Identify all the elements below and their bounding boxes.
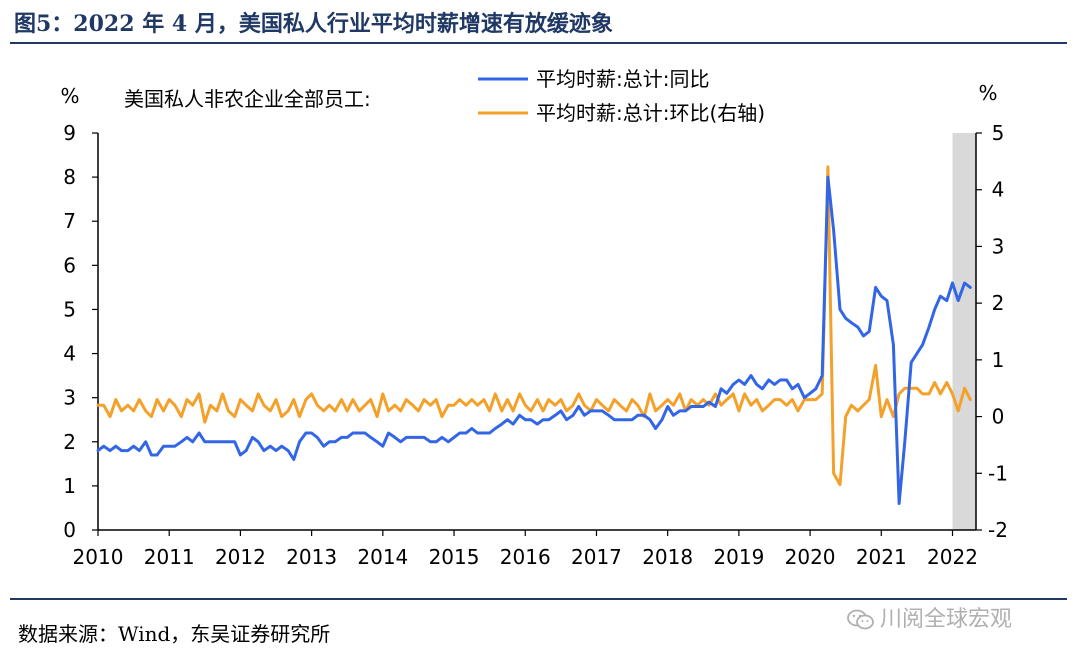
- watermark: 川阅全球宏观: [846, 601, 1012, 633]
- left-y-tick-label: 5: [63, 297, 76, 321]
- bottom-rule: [10, 598, 1067, 600]
- x-tick-label: 2015: [429, 545, 480, 569]
- left-y-tick-label: 3: [63, 386, 76, 410]
- x-tick-label: 2010: [73, 545, 124, 569]
- legend-label: 平均时薪:总计:同比: [536, 67, 709, 91]
- x-tick-label: 2011: [144, 545, 195, 569]
- x-tick-label: 2018: [642, 545, 693, 569]
- x-tick-label: 2012: [215, 545, 266, 569]
- legend-label: 平均时薪:总计:环比(右轴): [536, 101, 765, 125]
- left-y-tick-label: 7: [63, 209, 76, 233]
- series-line-yoy: [96, 175, 972, 505]
- left-y-tick-label: 2: [63, 430, 76, 454]
- tick-labels: 0 1 2 3 4 5 6 7 8 9 -2 -1 0 1 2 3 4 5 2010 2011 2012 2013 2014…: [63, 121, 1008, 569]
- right-y-tick-label: 2: [992, 291, 1005, 315]
- figure-title: 图5：2022 年 4 月，美国私人行业平均时薪增速有放缓迹象: [14, 11, 613, 37]
- x-tick-label: 2013: [286, 545, 337, 569]
- x-tick-label: 2021: [856, 545, 907, 569]
- x-tick-label: 2020: [785, 545, 836, 569]
- chart-subtitle: 美国私人非农企业全部员工:: [124, 87, 371, 111]
- x-tick-label: 2017: [571, 545, 622, 569]
- x-tick-label: 2022: [927, 545, 978, 569]
- shaded-forecast-region: [952, 133, 976, 530]
- right-y-tick-label: 4: [992, 178, 1005, 202]
- x-tick-label: 2019: [713, 545, 764, 569]
- left-y-tick-label: 1: [63, 474, 76, 498]
- right-y-tick-label: 3: [992, 234, 1005, 258]
- watermark-text: 川阅全球宏观: [880, 607, 1013, 632]
- shaded-region-rect: [952, 133, 976, 530]
- line-chart: 0 1 2 3 4 5 6 7 8 9 -2 -1 0 1 2 3 4 5 2010 2011 2012 2013 2014…: [60, 67, 1008, 569]
- right-y-tick-label: 5: [992, 121, 1005, 145]
- series-line-mom: [96, 165, 972, 487]
- x-tick-label: 2016: [500, 545, 551, 569]
- right-y-tick-label: 1: [992, 348, 1005, 372]
- data-source: 数据来源：Wind，东吴证券研究所: [18, 622, 331, 646]
- wechat-icon: [847, 609, 874, 630]
- left-y-tick-label: 9: [63, 121, 76, 145]
- axes: [97, 133, 977, 531]
- right-y-tick-label: -1: [988, 461, 1008, 485]
- x-tick-label: 2014: [357, 545, 408, 569]
- right-y-tick-label: 0: [992, 405, 1005, 429]
- series-lines: [96, 165, 972, 505]
- left-axis-unit: %: [60, 84, 79, 108]
- left-y-tick-label: 8: [63, 165, 76, 189]
- right-axis-unit: %: [978, 81, 997, 105]
- left-y-tick-label: 0: [63, 518, 76, 542]
- title-rule: [10, 42, 1067, 44]
- left-y-tick-label: 6: [63, 253, 76, 277]
- left-y-tick-label: 4: [63, 342, 76, 366]
- right-y-tick-label: -2: [988, 518, 1008, 542]
